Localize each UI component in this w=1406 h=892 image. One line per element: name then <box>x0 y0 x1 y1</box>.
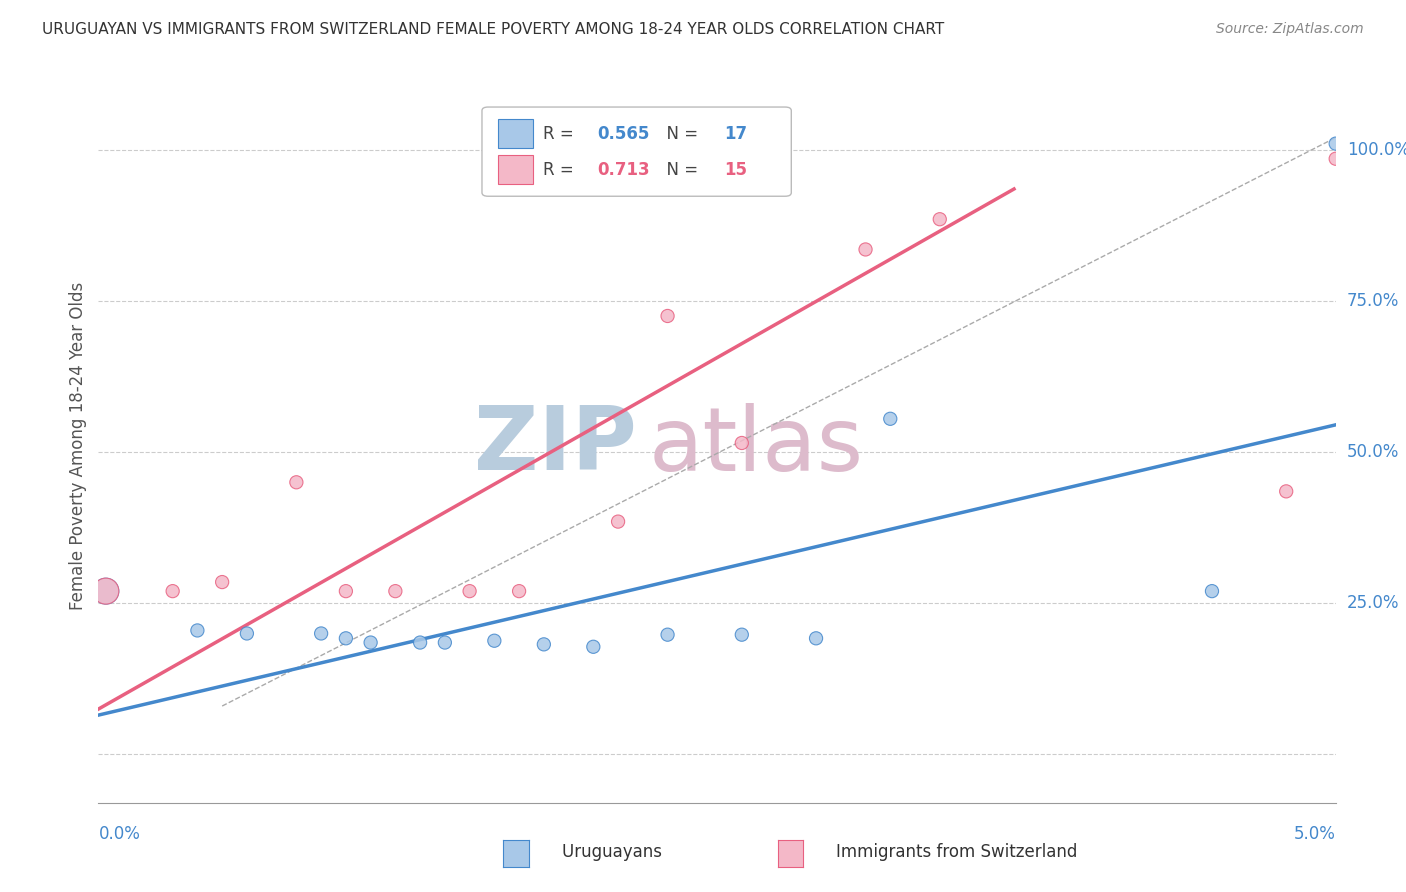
Point <box>309 626 332 640</box>
FancyBboxPatch shape <box>482 107 792 196</box>
Text: 75.0%: 75.0% <box>1347 292 1399 310</box>
Text: R =: R = <box>543 161 579 178</box>
Point <box>335 632 357 646</box>
Text: 50.0%: 50.0% <box>1347 443 1399 461</box>
Point <box>94 584 117 599</box>
Text: 15: 15 <box>724 161 748 178</box>
Point <box>607 515 630 529</box>
Point <box>928 212 950 227</box>
Text: atlas: atlas <box>650 402 865 490</box>
Text: 100.0%: 100.0% <box>1347 141 1406 159</box>
FancyBboxPatch shape <box>498 155 533 184</box>
Point <box>1324 136 1347 151</box>
Point <box>162 584 184 599</box>
Point <box>484 633 506 648</box>
Point <box>582 640 605 654</box>
Text: N =: N = <box>657 161 704 178</box>
Text: 0.0%: 0.0% <box>98 825 141 843</box>
Point <box>409 635 432 649</box>
FancyBboxPatch shape <box>498 120 533 148</box>
Point <box>285 475 308 490</box>
Point <box>335 584 357 599</box>
Text: 0.713: 0.713 <box>598 161 650 178</box>
Point <box>657 628 679 642</box>
Point <box>855 243 877 257</box>
Point <box>533 637 555 651</box>
Point <box>804 632 827 646</box>
Point <box>236 626 259 640</box>
Text: 0.565: 0.565 <box>598 125 650 143</box>
Text: Immigrants from Switzerland: Immigrants from Switzerland <box>794 843 1078 861</box>
Point <box>1324 152 1347 166</box>
Text: N =: N = <box>657 125 704 143</box>
Point <box>1275 484 1298 499</box>
Text: Source: ZipAtlas.com: Source: ZipAtlas.com <box>1216 22 1364 37</box>
Point <box>458 584 481 599</box>
Text: Uruguayans: Uruguayans <box>520 843 662 861</box>
Point <box>879 411 901 425</box>
Text: 25.0%: 25.0% <box>1347 594 1399 612</box>
Point <box>731 436 754 450</box>
Point <box>384 584 406 599</box>
Point <box>731 628 754 642</box>
Text: ZIP: ZIP <box>474 402 637 490</box>
Point <box>433 635 456 649</box>
Text: R =: R = <box>543 125 579 143</box>
Point <box>211 575 233 590</box>
Point <box>94 584 117 599</box>
Point <box>1201 584 1223 599</box>
Point <box>360 635 382 649</box>
Point <box>508 584 530 599</box>
Point <box>657 309 679 323</box>
Y-axis label: Female Poverty Among 18-24 Year Olds: Female Poverty Among 18-24 Year Olds <box>69 282 87 610</box>
Text: 5.0%: 5.0% <box>1294 825 1336 843</box>
Point <box>186 624 208 638</box>
Text: URUGUAYAN VS IMMIGRANTS FROM SWITZERLAND FEMALE POVERTY AMONG 18-24 YEAR OLDS CO: URUGUAYAN VS IMMIGRANTS FROM SWITZERLAND… <box>42 22 945 37</box>
Text: 17: 17 <box>724 125 748 143</box>
